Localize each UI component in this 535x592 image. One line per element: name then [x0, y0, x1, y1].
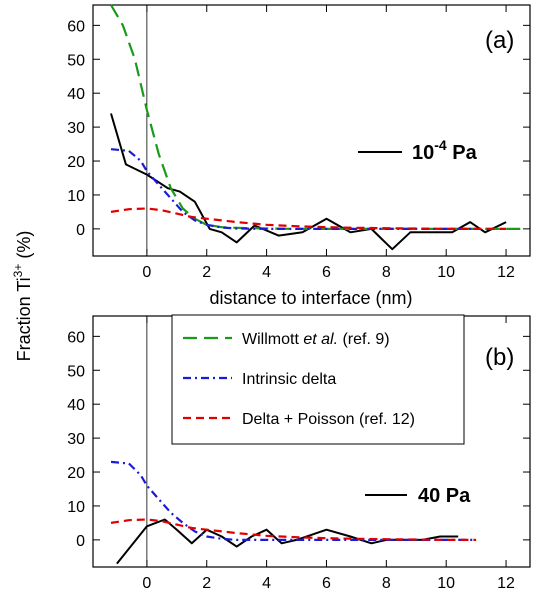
measured-series: [116, 518, 459, 565]
panel-a-condition: 10-4 Pa: [412, 137, 478, 164]
legend-item-label: Willmott et al. (ref. 9): [242, 331, 390, 348]
y-tick-label: 60: [67, 18, 85, 35]
x-tick-label: 12: [497, 575, 515, 592]
y-tick-label: 40: [67, 397, 85, 414]
x-tick-label: 12: [497, 264, 515, 281]
x-tick-label: 0: [142, 575, 151, 592]
legend-box: [171, 314, 465, 445]
y-axis-label: Fraction Ti3+ (%): [11, 231, 34, 362]
y-tick-label: 20: [67, 465, 85, 482]
x-tick-label: 8: [382, 575, 391, 592]
y-tick-label: 10: [67, 499, 85, 516]
y-tick-label: 20: [67, 154, 85, 171]
panel-a-frame: [92, 4, 531, 257]
y-tick-label: 30: [67, 431, 85, 448]
y-tick-label: 50: [67, 363, 85, 380]
x-tick-label: 4: [262, 264, 271, 281]
legend: Willmott et al. (ref. 9) Intrinsic delta D…: [171, 314, 465, 445]
delta-poisson-ref-12-series: [110, 207, 507, 230]
panel-a-label: (a): [485, 27, 514, 54]
y-tick-label: 40: [67, 86, 85, 103]
willmott-et-al-ref-9-series: [110, 4, 524, 230]
legend-item-label: Delta + Poisson (ref. 12): [242, 411, 415, 428]
x-axis-label: distance to interface (nm): [209, 288, 412, 308]
measured-series: [110, 113, 507, 251]
x-tick-label: 6: [322, 264, 331, 281]
x-tick-label: 8: [382, 264, 391, 281]
panel-b: 0 2 4 6 8 10 12 0 10 20 30 40 50 60 (b) 40 Pa: [67, 315, 531, 592]
x-tick-label: 10: [437, 264, 455, 281]
panel-b-label: (b): [485, 344, 514, 371]
y-tick-label: 0: [76, 533, 85, 550]
y-tick-label: 30: [67, 120, 85, 137]
x-tick-label: 2: [202, 575, 211, 592]
y-tick-label: 60: [67, 329, 85, 346]
y-tick-label: 10: [67, 188, 85, 205]
x-tick-label: 0: [142, 264, 151, 281]
x-tick-label: 10: [437, 575, 455, 592]
legend-item-label: Intrinsic delta: [242, 371, 336, 388]
x-tick-label: 2: [202, 264, 211, 281]
x-tick-label: 4: [262, 575, 271, 592]
y-tick-label: 0: [76, 222, 85, 239]
panel-b-condition: 40 Pa: [418, 485, 471, 507]
panel-a: 0 2 4 6 8 10 12 0 10 20 30 40 50 60 (a) 10-4 Pa dista…: [67, 4, 531, 308]
y-tick-label: 50: [67, 52, 85, 69]
delta-poisson-ref-12-series: [110, 518, 477, 542]
x-tick-label: 6: [322, 575, 331, 592]
